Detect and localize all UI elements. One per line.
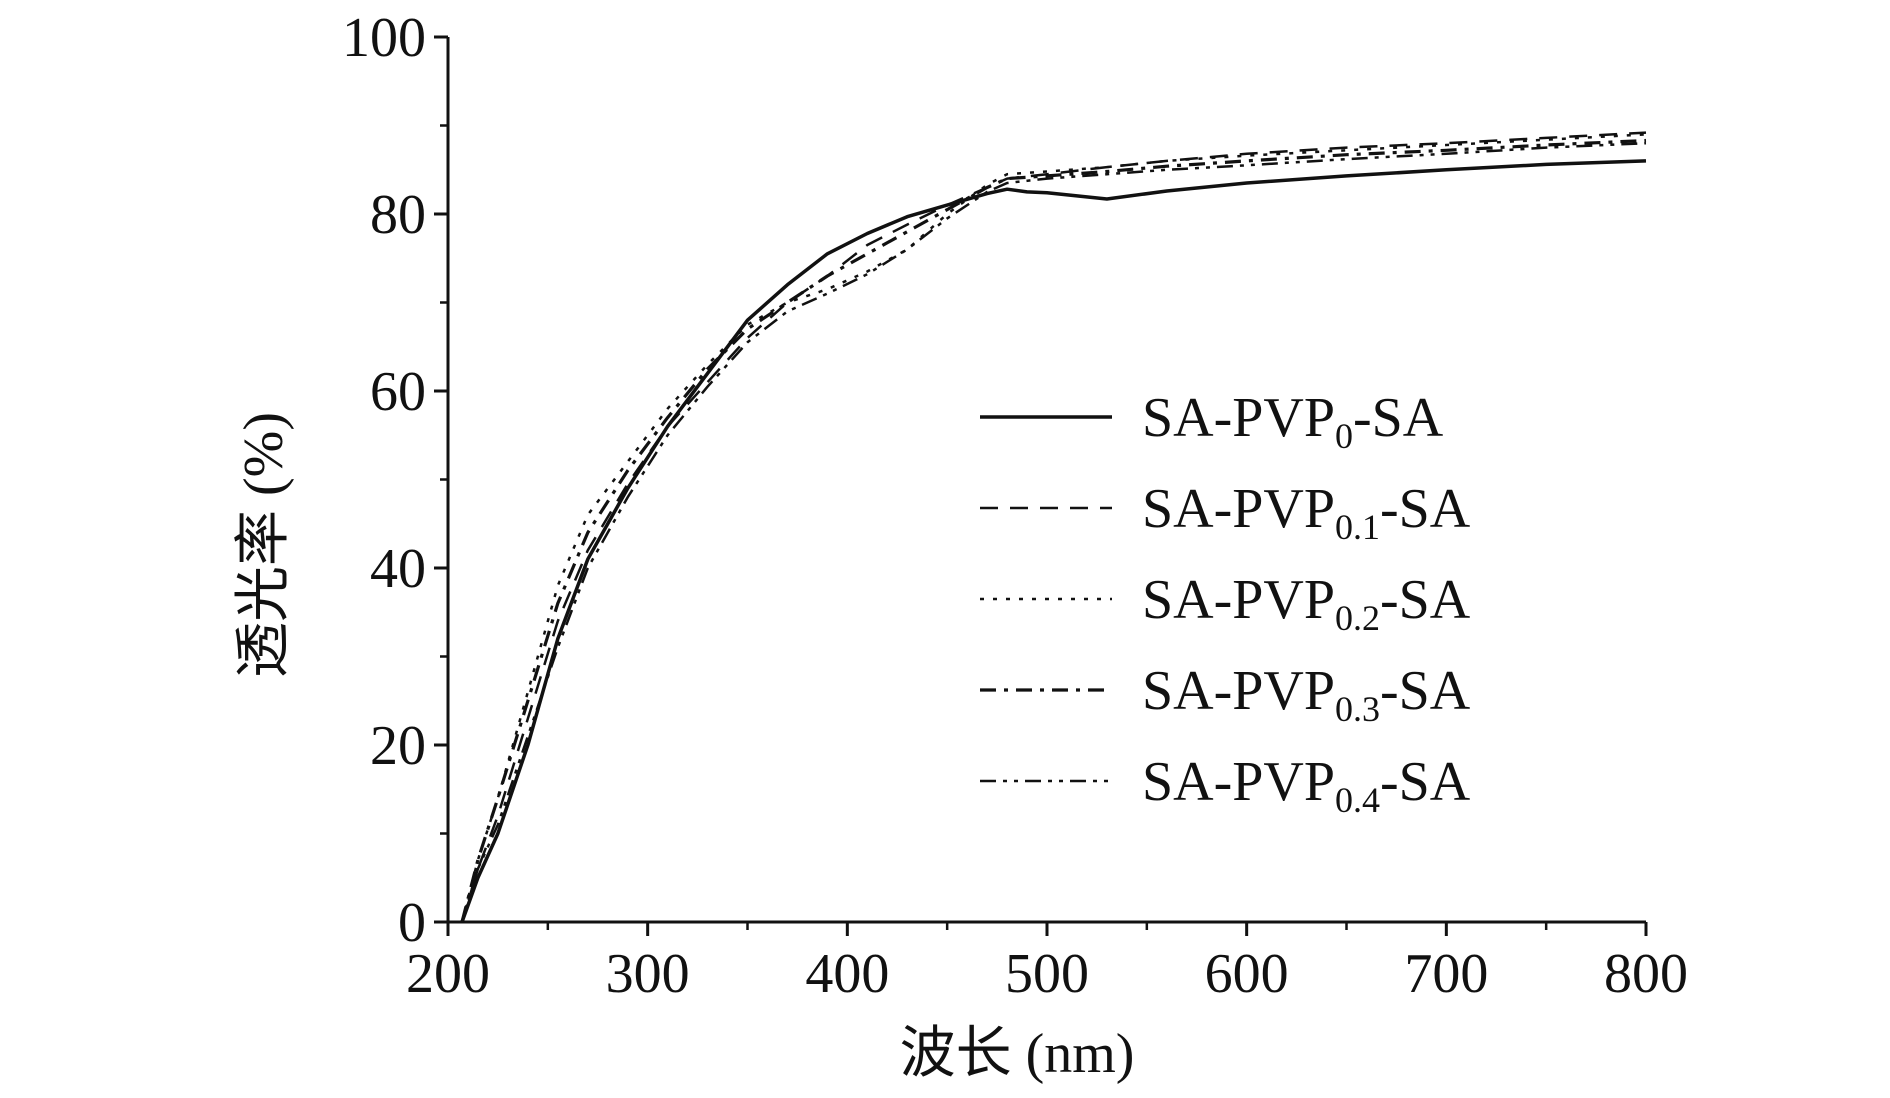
legend-label-2: SA-PVP0.2-SA xyxy=(1142,569,1471,638)
legend-label-3: SA-PVP0.3-SA xyxy=(1142,660,1471,729)
y-tick-label: 60 xyxy=(370,361,426,423)
axes: 200 300 400 500 600 700 800 0 20 40 60 80 100 xyxy=(342,7,1688,1005)
y-tick-label: 100 xyxy=(342,7,426,69)
legend-label-subscript: 0.1 xyxy=(1335,507,1380,547)
legend-label-subscript: 0 xyxy=(1335,416,1353,456)
y-tick-label: 20 xyxy=(370,715,426,777)
legend-label-4: SA-PVP0.4-SA xyxy=(1142,751,1471,820)
x-tick-label: 500 xyxy=(1005,943,1089,1005)
legend-label-main: SA-PVP xyxy=(1142,751,1335,813)
legend-label-subscript: 0.3 xyxy=(1335,689,1380,729)
legend-label-suffix: -SA xyxy=(1380,569,1471,631)
legend-label-subscript: 0.4 xyxy=(1335,780,1380,820)
y-axis-title: 透光率 (%) xyxy=(233,412,295,678)
y-tick-label: 80 xyxy=(370,184,426,246)
y-tick-label: 0 xyxy=(398,892,426,954)
series-lines xyxy=(460,131,1647,923)
x-tick-label: 600 xyxy=(1205,943,1289,1005)
legend-label-main: SA-PVP xyxy=(1142,478,1335,540)
legend-label-suffix: -SA xyxy=(1380,478,1471,540)
legend: SA-PVP0-SASA-PVP0.1-SASA-PVP0.2-SASA-PVP… xyxy=(980,387,1471,820)
x-axis-title: 波长 (nm) xyxy=(900,1023,1135,1085)
legend-label-main: SA-PVP xyxy=(1142,387,1335,449)
x-tick-label: 300 xyxy=(606,943,690,1005)
series-line-2 xyxy=(460,133,1647,923)
legend-label-subscript: 0.2 xyxy=(1335,598,1380,638)
x-tick-label: 700 xyxy=(1404,943,1488,1005)
series-line-1 xyxy=(460,131,1647,923)
legend-label-main: SA-PVP xyxy=(1142,569,1335,631)
x-tick-label: 800 xyxy=(1604,943,1688,1005)
legend-label-0: SA-PVP0-SA xyxy=(1142,387,1444,456)
y-tick-label: 40 xyxy=(370,538,426,600)
x-tick-label: 400 xyxy=(805,943,889,1005)
legend-label-suffix: -SA xyxy=(1353,387,1444,449)
series-line-0 xyxy=(460,159,1647,923)
x-tick-label: 200 xyxy=(406,943,490,1005)
legend-label-1: SA-PVP0.1-SA xyxy=(1142,478,1471,547)
series-line-3 xyxy=(460,138,1647,923)
legend-label-suffix: -SA xyxy=(1380,660,1471,722)
legend-label-main: SA-PVP xyxy=(1142,660,1335,722)
legend-label-suffix: -SA xyxy=(1380,751,1471,813)
